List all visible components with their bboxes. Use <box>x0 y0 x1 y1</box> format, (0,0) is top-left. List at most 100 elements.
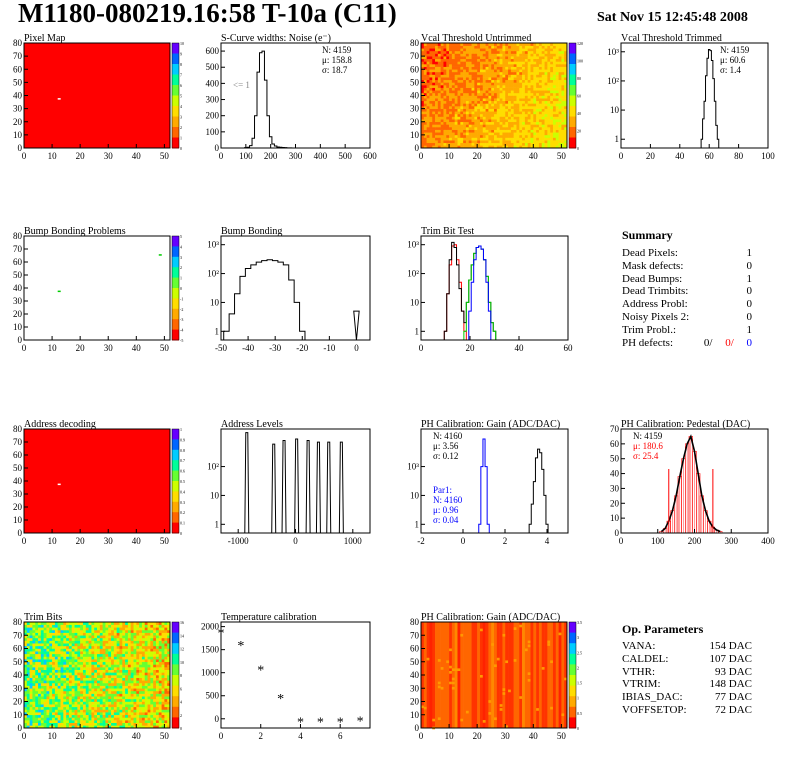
map-cell <box>449 74 453 78</box>
map-cell <box>440 667 444 670</box>
map-cell <box>508 69 512 73</box>
map-cell <box>451 98 455 102</box>
map-cell <box>102 709 106 713</box>
map-cell <box>530 66 534 70</box>
map-cell <box>437 79 441 83</box>
map-cell <box>52 669 56 673</box>
map-cell <box>435 121 439 125</box>
map-cell <box>54 709 58 713</box>
map-cell <box>122 682 126 686</box>
map-cell <box>32 653 36 657</box>
map-cell <box>139 693 143 697</box>
map-cell <box>66 693 70 697</box>
map-cell <box>443 64 447 67</box>
map-cell <box>49 696 53 700</box>
palette-cell <box>172 246 179 250</box>
map-cell <box>24 725 28 729</box>
map-cell <box>116 669 120 673</box>
palette-cell <box>569 100 576 104</box>
palette-cell <box>172 635 179 639</box>
map-cell <box>451 64 455 67</box>
map-cell <box>541 43 545 46</box>
map-cell <box>527 119 531 123</box>
map-cell <box>91 680 95 684</box>
map-cell <box>457 74 461 78</box>
map-cell <box>443 124 447 128</box>
map-cell <box>538 82 543 86</box>
map-cell <box>564 140 568 144</box>
map-cell <box>440 134 444 138</box>
map-cell <box>482 85 486 88</box>
map-cell <box>547 124 551 128</box>
palette-cell <box>172 316 179 320</box>
map-cell <box>127 632 131 636</box>
map-cell <box>527 56 531 60</box>
map-cell <box>153 722 157 726</box>
map-cell <box>85 706 89 710</box>
map-cell <box>63 659 67 663</box>
map-cell <box>155 667 160 670</box>
map-cell <box>479 48 484 52</box>
map-cell <box>105 664 109 668</box>
map-cell <box>471 82 475 86</box>
map-cell <box>144 624 148 628</box>
map-cell <box>88 637 92 641</box>
map-cell <box>57 672 61 676</box>
map-column <box>552 622 557 728</box>
map-cell <box>38 704 42 708</box>
map-cell <box>510 74 514 78</box>
map-cell <box>538 106 543 109</box>
map-cell <box>24 640 28 644</box>
map-cell <box>558 77 562 81</box>
map-cell <box>97 675 101 678</box>
map-cell <box>167 688 171 692</box>
map-cell <box>435 74 439 78</box>
map-cell <box>94 722 98 726</box>
map-cell <box>446 111 450 115</box>
stats-label: σ: 18.7 <box>322 65 348 75</box>
map-cell <box>457 56 461 60</box>
map-cell <box>66 664 70 668</box>
map-cell <box>423 66 427 70</box>
map-cell <box>499 45 503 49</box>
map-cell <box>91 635 95 639</box>
map-cell <box>477 77 481 81</box>
map-column <box>485 622 489 728</box>
map-cell <box>102 698 106 702</box>
map-cell <box>164 722 168 726</box>
map-cell <box>494 95 498 99</box>
palette-label: 100 <box>577 59 583 64</box>
palette-cell <box>172 496 179 500</box>
palette-label: 1 <box>180 136 182 141</box>
map-cell <box>547 45 551 49</box>
map-cell <box>555 85 559 88</box>
map-cell <box>88 643 92 647</box>
map-cell <box>479 98 484 102</box>
map-cell <box>35 661 39 665</box>
map-cell <box>38 661 42 665</box>
map-cell <box>505 134 509 138</box>
map-cell <box>82 722 87 726</box>
map-cell <box>29 629 33 633</box>
map-cell <box>538 137 543 141</box>
map-cell <box>130 653 134 657</box>
map-cell <box>510 85 514 88</box>
map-cell <box>35 701 39 705</box>
map-cell <box>52 675 56 678</box>
map-cell <box>97 677 101 681</box>
map-cell <box>485 145 489 149</box>
map-cell <box>482 69 486 73</box>
map-cell <box>435 111 439 115</box>
palette-frame <box>171 42 180 149</box>
map-cell <box>150 685 154 689</box>
map-cell <box>426 61 430 65</box>
y-tick-label: 10 <box>210 490 220 500</box>
map-cell <box>71 685 75 689</box>
map-cell <box>116 635 120 639</box>
map-cell <box>141 667 146 670</box>
map-cell <box>479 77 484 81</box>
map-cell <box>116 627 120 631</box>
map-cell <box>80 622 84 625</box>
map-cell <box>564 103 568 107</box>
map-cell <box>94 664 98 668</box>
